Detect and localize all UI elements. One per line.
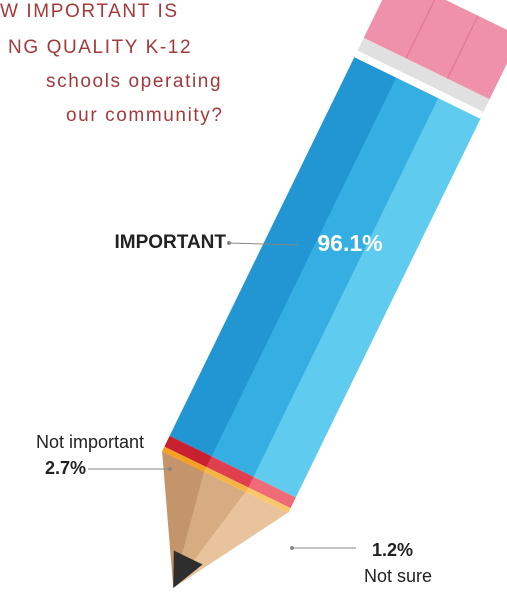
pencil-segment [164,435,296,509]
segment-stripe [164,435,212,468]
segment-stripe [162,446,207,472]
pencil [162,0,507,589]
title-line: schools operating [46,71,222,92]
eraser-edge [405,0,438,59]
leader-dot [168,467,172,471]
segment-stripe [248,476,296,509]
value-label: 1.2% [372,540,413,560]
title: W IMPORTANT IS NG QUALITY K-12 schools o… [0,1,224,126]
title-line: NG QUALITY K-12 [8,37,192,58]
segment-stripe [245,487,291,513]
pencil-segment [162,446,291,513]
leader-dot [290,546,294,550]
wood [162,451,205,589]
wood [173,492,288,589]
title-line: our community? [66,105,224,126]
graphite [173,550,203,589]
segment-stripe [169,55,398,457]
segment-stripe [206,456,254,488]
category-label: IMPORTANT [114,232,226,253]
eraser-edge [446,15,479,79]
value-label: 2.7% [45,458,86,478]
category-label: Not important [36,432,144,452]
segment-stripe [204,467,249,493]
leader-dot [227,241,231,245]
wood [173,471,246,589]
eraser [363,0,507,100]
separator [354,54,482,119]
value-label: 96.1% [317,230,382,256]
title-line: W IMPORTANT IS [0,1,179,22]
ferrule [357,37,490,112]
segment-stripe [211,76,440,477]
leader-line [228,242,299,246]
category-label: Not sure [364,566,432,586]
pencil-segment [169,55,482,498]
segment-stripe [253,96,482,498]
